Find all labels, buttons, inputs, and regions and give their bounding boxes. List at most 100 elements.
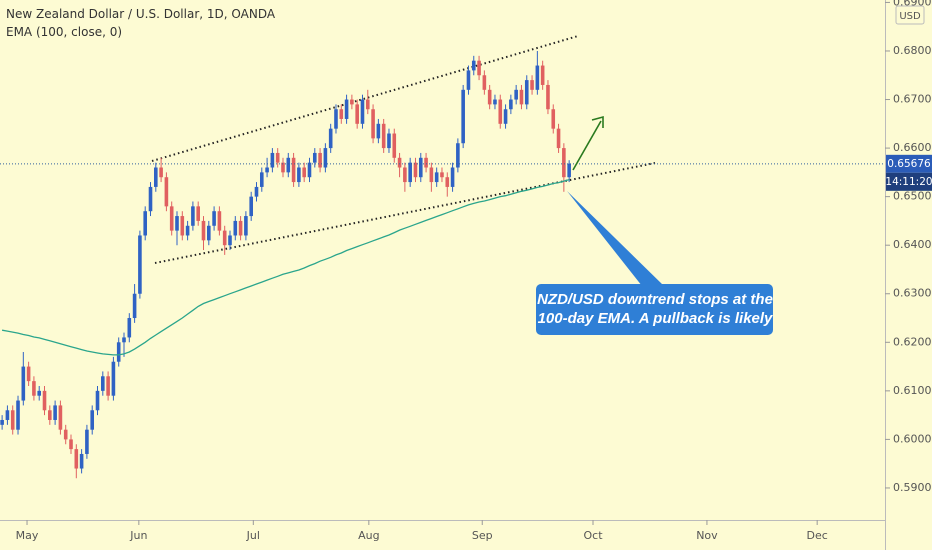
candle-body <box>10 410 15 430</box>
candle-body <box>530 80 534 90</box>
candle-body <box>392 133 397 158</box>
candle-body <box>434 172 439 183</box>
y-tick-label: 0.69000 <box>893 0 932 8</box>
candle-body <box>106 376 110 396</box>
callout-text: NZD/USD downtrend stops at the <box>537 291 773 308</box>
candle-body <box>514 89 518 100</box>
countdown-box <box>886 172 932 191</box>
candle-body <box>238 220 243 236</box>
candle-body <box>381 123 386 149</box>
candle-body <box>206 225 211 241</box>
candle-body <box>535 65 540 90</box>
arrow-head <box>591 115 604 128</box>
x-tick-label: May <box>16 529 39 542</box>
candle-body <box>466 70 471 90</box>
candle-body <box>21 366 26 401</box>
candle-body <box>286 157 291 173</box>
candle-body <box>85 429 89 454</box>
candle-body <box>291 157 296 183</box>
candle-body <box>116 342 121 362</box>
candle-body <box>562 148 566 178</box>
candle-body <box>344 99 349 119</box>
candle-body <box>540 65 545 85</box>
candle-body <box>5 410 10 420</box>
candle-body <box>63 429 68 440</box>
candle-body <box>16 400 20 430</box>
candle-body <box>365 99 370 110</box>
candle-body <box>551 109 556 129</box>
candle-body <box>249 196 253 217</box>
candle-body <box>175 216 179 231</box>
candle-body <box>397 157 402 168</box>
candle-body <box>196 206 200 221</box>
candle-body <box>212 211 216 226</box>
candle-body <box>371 109 375 139</box>
candle-body <box>53 405 57 420</box>
candle-body <box>482 75 487 90</box>
candle-body <box>509 99 513 110</box>
candle-body <box>42 390 47 411</box>
candle-body <box>127 318 132 338</box>
x-tick-label: Dec <box>807 529 828 542</box>
candle-body <box>567 163 571 178</box>
candle-body <box>546 84 550 110</box>
candle-body <box>302 167 306 178</box>
candle-body <box>403 167 407 183</box>
x-tick-label: Aug <box>358 529 379 542</box>
candle-body <box>79 453 84 469</box>
candle-body <box>26 366 31 382</box>
candle-body <box>445 177 450 187</box>
callout-text: 100-day EMA. A pullback is likely <box>538 310 773 327</box>
candle-body <box>339 109 344 119</box>
candle-body <box>101 376 105 391</box>
callout: NZD/USD downtrend stops at the 100-day E… <box>536 191 773 335</box>
x-tick-label: Jul <box>246 529 260 542</box>
candle-body <box>180 216 185 236</box>
x-tick-label: Oct <box>583 529 603 542</box>
arrow-shaft <box>572 120 602 171</box>
candle-body <box>450 167 455 187</box>
callout-box <box>536 284 773 335</box>
candle-body <box>456 143 460 168</box>
last-price-label: 0.65676 <box>887 158 931 170</box>
candle-body <box>429 167 434 183</box>
candle-body <box>355 104 359 124</box>
candle-body <box>376 123 381 139</box>
candle-body <box>0 419 4 425</box>
candle-body <box>143 211 148 236</box>
candle-body <box>503 109 508 124</box>
candle-body <box>154 167 158 187</box>
candle-body <box>138 235 142 294</box>
candle-body <box>524 80 529 105</box>
x-tick-label: Sep <box>472 529 493 542</box>
candle-body <box>408 162 412 183</box>
candle-body <box>297 167 301 183</box>
indicator-label: EMA (100, close, 0) <box>6 25 122 39</box>
candle-body <box>228 235 232 246</box>
candle-body <box>122 337 126 343</box>
candle-body <box>90 410 95 430</box>
candle-body <box>418 157 423 178</box>
arrow <box>572 115 604 171</box>
candle-body <box>37 390 42 396</box>
candle-body <box>217 211 222 231</box>
candle-body <box>360 99 365 124</box>
candle-body <box>424 157 428 168</box>
candle-body <box>413 162 418 178</box>
candle-body <box>281 162 285 173</box>
candle-body <box>159 167 163 178</box>
candle-body <box>493 99 497 105</box>
x-tick-label: Jun <box>129 529 147 542</box>
candle-body <box>233 220 238 236</box>
candle-body <box>519 89 524 105</box>
x-tick-label: Nov <box>696 529 718 542</box>
candle-body <box>312 152 317 163</box>
candle-body <box>95 390 100 411</box>
candle-body <box>132 293 137 319</box>
